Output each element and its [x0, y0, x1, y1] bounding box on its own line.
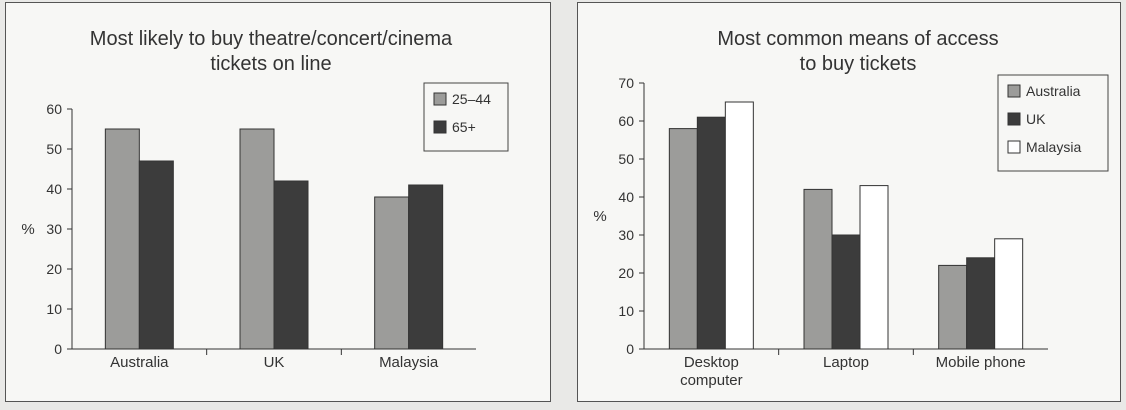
x-category-label: UK [264, 354, 285, 371]
y-tick-label: 50 [46, 141, 62, 157]
legend-label: Australia [1026, 83, 1081, 99]
legend-swatch [1007, 140, 1021, 154]
bar-australia-2 [938, 264, 968, 350]
legend-label: Malaysia [1026, 139, 1081, 155]
bar-malaysia-2 [994, 238, 1024, 350]
chart-title-line: tickets on line [210, 53, 331, 75]
y-tick-label: 70 [618, 75, 634, 91]
chart-title-line: Most common means of access [717, 28, 998, 50]
x-category-label: Laptop [823, 354, 869, 371]
bar-malaysia-0 [724, 101, 754, 350]
y-tick-label: 0 [54, 341, 62, 357]
y-tick-label: 10 [46, 301, 62, 317]
y-axis-label: % [21, 221, 34, 238]
y-tick-label: 50 [618, 151, 634, 167]
bar-25-44-1 [239, 128, 275, 350]
legend-swatch [433, 120, 447, 134]
bar-uk-0 [696, 116, 726, 350]
y-tick-label: 30 [618, 227, 634, 243]
x-category-label: Mobile phone [936, 354, 1026, 371]
bar-25-44-0 [104, 128, 140, 350]
bar-uk-2 [966, 257, 996, 350]
bar-malaysia-1 [859, 185, 889, 350]
legend-swatch [1007, 112, 1021, 126]
bar-65--0 [138, 160, 174, 350]
y-axis-label: % [593, 208, 606, 225]
bar-australia-0 [668, 128, 698, 350]
bar-uk-1 [831, 234, 861, 350]
y-tick-label: 20 [46, 261, 62, 277]
y-tick-label: 60 [46, 101, 62, 117]
bar-25-44-2 [374, 196, 410, 350]
chart-panel-online-purchase: Most likely to buy theatre/concert/cinem… [5, 2, 551, 402]
legend-label: 25–44 [452, 91, 491, 107]
x-category-label: Desktop [684, 354, 739, 371]
x-category-label: Malaysia [379, 354, 439, 371]
x-category-label: Australia [110, 354, 169, 371]
legend-swatch [433, 92, 447, 106]
legend-label: UK [1026, 111, 1046, 127]
chart-title-line: to buy tickets [800, 53, 917, 75]
bar-australia-1 [803, 188, 833, 350]
chart-panel-access-means: Most common means of access to buy ticket… [577, 2, 1121, 402]
y-tick-label: 40 [618, 189, 634, 205]
chart-access-means-by-country: Most common means of access to buy ticket… [593, 28, 1109, 389]
legend-label: 65+ [452, 119, 476, 135]
x-category-label: computer [680, 372, 743, 389]
bar-65--1 [273, 180, 309, 350]
legend-swatch [1007, 84, 1021, 98]
bar-65--2 [408, 184, 444, 350]
y-tick-label: 0 [626, 341, 634, 357]
chart-title-line: Most likely to buy theatre/concert/cinem… [90, 28, 453, 50]
y-tick-label: 60 [618, 113, 634, 129]
chart-online-purchase-by-age: Most likely to buy theatre/concert/cinem… [21, 28, 509, 371]
y-tick-label: 30 [46, 221, 62, 237]
y-tick-label: 10 [618, 303, 634, 319]
y-tick-label: 20 [618, 265, 634, 281]
y-tick-label: 40 [46, 181, 62, 197]
